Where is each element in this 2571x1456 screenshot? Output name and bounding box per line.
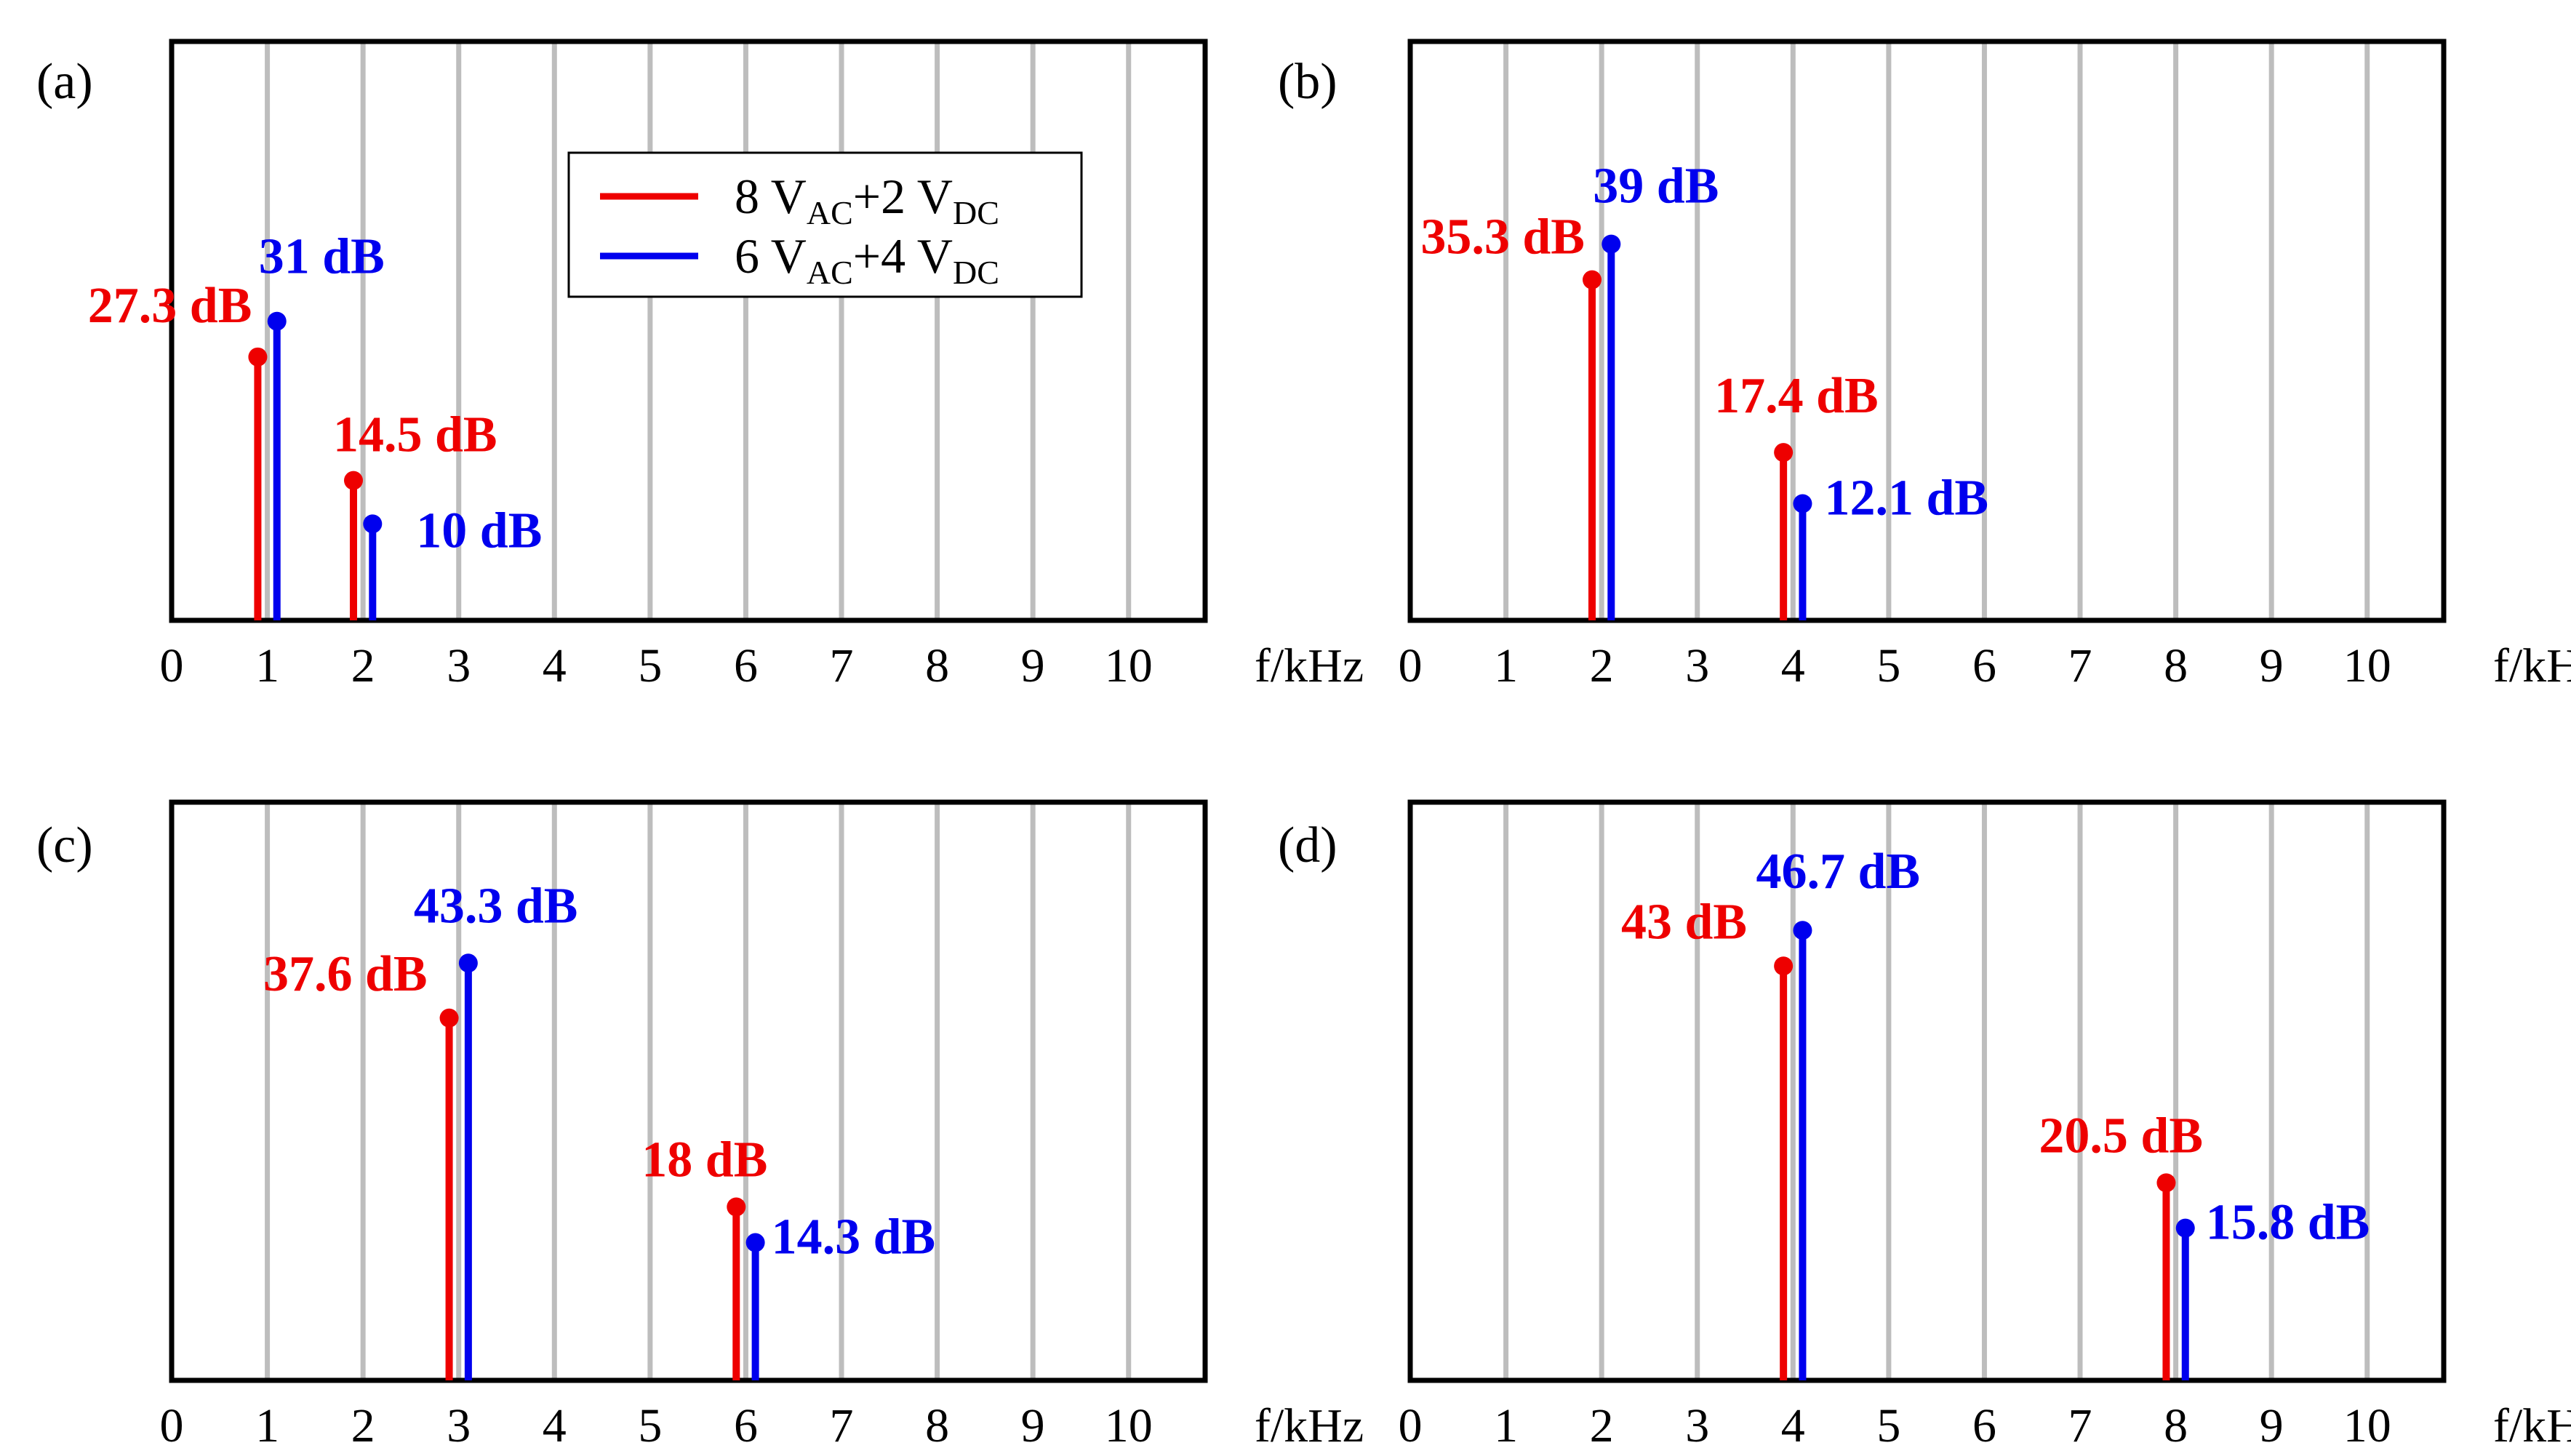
panel-label: (d) (1278, 817, 1338, 873)
x-tick-label: 8 (2164, 639, 2188, 692)
x-tick-label: 0 (1399, 1399, 1423, 1452)
stem-marker (1793, 494, 1812, 513)
legend-entry-label: 8 VAC+2 VDC (735, 169, 999, 231)
x-tick-label: 9 (2260, 1399, 2284, 1452)
panel-c: 0 1 2 3 4 5 6 7 8 9 10 f/kHz (c) 37.6 dB 18 dB 43.3 dB 1… (36, 799, 1364, 1452)
x-tick-label: 3 (447, 639, 471, 692)
stem-marker (2156, 1173, 2176, 1193)
data-label: 14.5 dB (333, 407, 497, 463)
panel-label: (a) (36, 54, 93, 110)
data-label: 10 dB (416, 503, 542, 559)
plot-frame (1407, 39, 2447, 623)
data-label: 31 dB (259, 229, 385, 285)
data-label: 15.8 dB (2206, 1195, 2370, 1251)
x-tick-label: 6 (1972, 639, 1996, 692)
x-tick-label: 6 (734, 639, 758, 692)
x-tick-label: 2 (351, 1399, 375, 1452)
x-tick-label: 1 (1494, 1399, 1518, 1452)
x-tick-label: 6 (1972, 1399, 1996, 1452)
stem-marker (1774, 956, 1794, 976)
panel-d: 0 1 2 3 4 5 6 7 8 9 10 f/kHz (d) 43 dB 20.5 dB 46.7 dB 1… (1278, 799, 2571, 1452)
stem-marker (1793, 921, 1812, 940)
data-label: 17.4 dB (1714, 368, 1879, 424)
stem-marker (439, 1008, 459, 1028)
panel-label: (b) (1278, 54, 1338, 110)
data-label: 39 dB (1593, 159, 1719, 215)
x-tick-label: 10 (2343, 1399, 2391, 1452)
legend-box (567, 151, 1083, 298)
x-tick-label: 0 (160, 639, 184, 692)
x-tick-label: 4 (1781, 639, 1805, 692)
x-axis-label: f/kHz (1255, 1399, 1364, 1452)
plot-frame (169, 799, 1208, 1383)
x-tick-label: 9 (2260, 639, 2284, 692)
stem-marker (727, 1197, 746, 1217)
x-tick-label: 4 (543, 639, 567, 692)
x-tick-label: 1 (255, 639, 279, 692)
data-label: 46.7 dB (1756, 844, 1920, 900)
x-axis-label: f/kHz (2493, 1399, 2571, 1452)
x-tick-label: 1 (1494, 639, 1518, 692)
x-axis-label: f/kHz (1255, 639, 1364, 692)
stem-marker (1774, 443, 1794, 463)
data-label: 27.3 dB (88, 278, 252, 334)
data-label: 43.3 dB (414, 878, 578, 934)
panel-label: (c) (36, 817, 93, 873)
stem-marker (458, 953, 478, 973)
stem-marker (2175, 1218, 2195, 1238)
stem-marker (343, 471, 363, 490)
x-tick-label: 9 (1021, 1399, 1045, 1452)
data-label: 18 dB (641, 1132, 767, 1188)
x-tick-label: 10 (1105, 639, 1153, 692)
x-tick-label: 2 (1590, 639, 1614, 692)
x-tick-label: 3 (1685, 1399, 1709, 1452)
data-label: 43 dB (1621, 894, 1747, 950)
x-tick-label: 0 (1399, 639, 1423, 692)
x-tick-label: 6 (734, 1399, 758, 1452)
x-tick-label: 4 (1781, 1399, 1805, 1452)
x-tick-label: 0 (160, 1399, 184, 1452)
x-tick-label: 2 (351, 639, 375, 692)
stem-marker (267, 311, 287, 331)
x-tick-label: 3 (1685, 639, 1709, 692)
x-tick-label: 5 (638, 639, 662, 692)
x-tick-label: 5 (638, 1399, 662, 1452)
plot-frame (1407, 799, 2447, 1383)
data-label: 37.6 dB (263, 946, 428, 1002)
panel-b: 0 1 2 3 4 5 6 7 8 9 10 f/kHz (b) 35.3 dB 17.4 dB 39 dB 1… (1278, 39, 2571, 692)
stem-marker (248, 347, 268, 367)
stem-marker (1582, 270, 1602, 289)
data-label: 35.3 dB (1420, 209, 1585, 265)
x-tick-label: 8 (2164, 1399, 2188, 1452)
x-tick-label: 7 (2068, 1399, 2092, 1452)
x-tick-label: 10 (1105, 1399, 1153, 1452)
stem-marker (363, 514, 383, 534)
x-tick-label: 3 (447, 1399, 471, 1452)
plot-frame (169, 39, 1208, 623)
stem-marker (745, 1233, 765, 1252)
x-tick-label: 7 (830, 1399, 854, 1452)
x-tick-label: 7 (2068, 639, 2092, 692)
x-tick-label: 8 (925, 1399, 949, 1452)
x-tick-label: 2 (1590, 1399, 1614, 1452)
x-tick-label: 10 (2343, 639, 2391, 692)
x-tick-label: 1 (255, 1399, 279, 1452)
data-label: 14.3 dB (772, 1209, 936, 1265)
x-tick-label: 9 (1021, 639, 1045, 692)
data-label: 20.5 dB (2039, 1108, 2203, 1164)
x-tick-label: 7 (830, 639, 854, 692)
x-tick-label: 5 (1876, 1399, 1900, 1452)
x-axis-label: f/kHz (2493, 639, 2571, 692)
x-tick-label: 4 (543, 1399, 567, 1452)
legend-entry-label: 6 VAC+4 VDC (735, 228, 999, 291)
data-label: 12.1 dB (1824, 470, 1988, 526)
panel-a: 0 1 2 3 4 5 6 7 8 9 10 f/kHz (a) 27.3 dB 14.5 dB 31 dB 1… (36, 39, 1364, 692)
x-tick-label: 8 (925, 639, 949, 692)
stem-marker (1602, 234, 1621, 254)
x-tick-label: 5 (1876, 639, 1900, 692)
